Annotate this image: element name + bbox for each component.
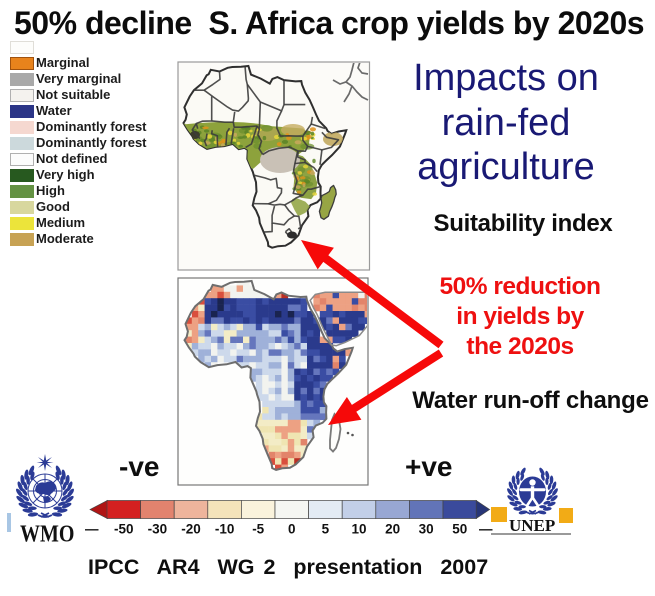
svg-text:-30: -30: [148, 522, 168, 537]
svg-text:0: 0: [288, 522, 296, 537]
svg-text:-20: -20: [181, 522, 201, 537]
svg-text:—: —: [85, 522, 99, 537]
svg-text:50: 50: [452, 522, 467, 537]
svg-text:5: 5: [322, 522, 330, 537]
svg-text:10: 10: [351, 522, 366, 537]
svg-text:30: 30: [419, 522, 434, 537]
svg-text:-50: -50: [114, 522, 134, 537]
svg-text:20: 20: [385, 522, 400, 537]
svg-text:-10: -10: [215, 522, 235, 537]
svg-text:—: —: [479, 522, 493, 537]
svg-text:-5: -5: [252, 522, 264, 537]
